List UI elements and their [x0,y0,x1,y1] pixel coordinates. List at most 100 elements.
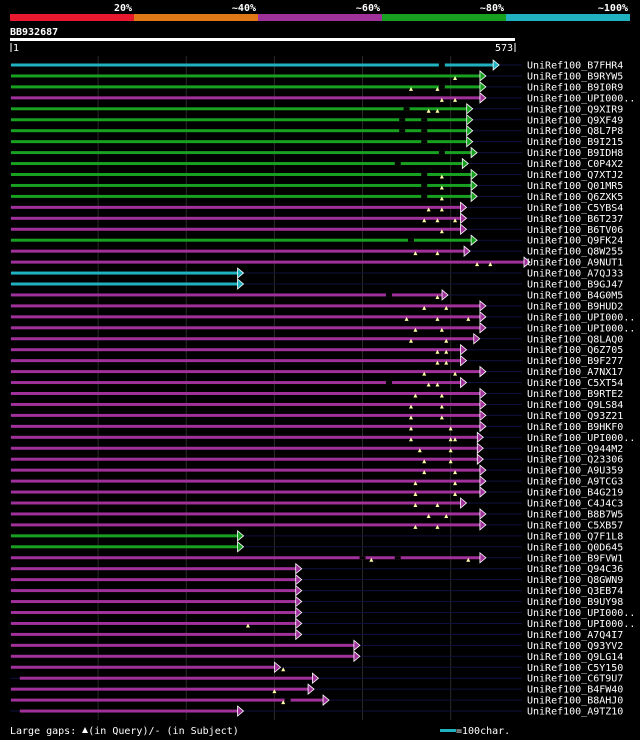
query-gap-marker [453,437,458,442]
hit-row: UniRef100_C5Y150 [10,661,623,674]
hit-row: UniRef100_B9RYW5 [10,70,623,82]
hit-label: UniRef100_A7Q4I7 [527,630,623,641]
hit-row: UniRef100_Q01MR5 [10,179,623,192]
hit-bar [11,359,461,363]
hit-label: UniRef100_B9IDH8 [527,148,623,159]
hit-end-arrow [295,562,303,575]
hit-bar [11,107,467,111]
query-gap-marker [435,316,440,321]
hit-end-arrow [479,91,487,104]
hit-label: UniRef100_Q6ZXK5 [527,192,623,203]
hit-bar [11,337,474,341]
hit-end-arrow [479,486,487,498]
hit-bar [11,402,480,406]
hit-row: UniRef100_Q0D645 [10,540,623,553]
hit-label: UniRef100_B9F277 [527,356,623,367]
query-gap-marker [444,360,449,365]
hit-end-arrow [460,223,468,236]
hit-bar [11,129,467,133]
hit-bar [11,589,296,593]
hit-bar [11,348,461,352]
scale-legend: =100char. [440,726,510,737]
hit-end-arrow [312,672,320,685]
identity-scale-tick-label: 20% [114,3,132,14]
hit-end-arrow [479,409,487,422]
hit-row: UniRef100_Q9XF49 [10,113,623,126]
query-gap-marker [453,371,458,376]
hit-row: UniRef100_Q3EB74 [10,584,623,597]
hit-label: UniRef100_UPI000.. [527,619,635,630]
query-gap-marker [426,513,431,518]
identity-scale-tick-label: ~100% [598,3,628,14]
hit-label: UniRef100_C5Y150 [527,663,623,674]
query-gap-marker [435,86,440,91]
legend-scale-label: =100char. [456,726,511,737]
hit-end-arrow [479,70,487,82]
query-gap-marker [488,262,493,267]
hit-end-arrow [466,124,474,137]
query-gap-marker [448,448,453,453]
query-gap-marker [435,218,440,223]
hit-row: UniRef100_C5XB57 [10,519,623,531]
hit-label: UniRef100_B9I0R9 [527,82,623,93]
grid-lines [97,56,452,720]
query-gap-marker [413,492,418,497]
hit-bar [11,534,238,538]
query-gap-marker [453,481,458,486]
hit-label: UniRef100_B7FHR4 [527,61,623,72]
hit-row: UniRef100_Q9LS84 [10,398,623,411]
query-gap-marker [435,108,440,113]
hit-bar [11,600,296,604]
hit-row: UniRef100_UPI000.. [10,321,635,334]
hit-bar [11,194,472,198]
hit-end-arrow [479,310,487,323]
hit-bar [11,315,480,319]
hit-row: UniRef100_C5XT54 [10,376,623,389]
hit-end-arrow [466,102,474,115]
query-gap-marker [281,700,286,705]
hit-row: UniRef100_A9TCG3 [10,475,623,488]
hit-bar [11,665,275,669]
hit-row: UniRef100_B6TV06 [10,223,623,236]
query-gap-marker [409,404,414,409]
identity-scale-segment [258,14,382,21]
hit-row: UniRef100_B4FW40 [10,683,623,696]
query-gap-marker [453,492,458,497]
hit-bar [11,611,296,614]
hit-bar [11,413,480,417]
query-gap-marker [439,415,444,420]
hit-end-arrow [237,529,245,542]
hit-label: UniRef100_B9FVW1 [527,553,623,564]
query-gap-marker [245,623,250,628]
hit-end-arrow [307,683,315,696]
query-gap-marker [453,97,458,102]
hit-label: UniRef100_UPI000.. [527,323,635,334]
hit-row: UniRef100_B9I0R9 [10,81,623,93]
hit-end-arrow [479,81,487,93]
hit-bar [11,96,480,100]
hit-row: UniRef100_B8AHJ0 [10,694,623,707]
hit-end-arrow [237,540,245,553]
hit-row: UniRef100_A9NUT1 [10,256,623,269]
alignment-chart: 20% ~40% ~60% ~80% ~100% BB932687 1 573 UniRef… [10,3,635,720]
hit-row: UniRef100_B4G0M5 [10,289,623,301]
query-gap-marker [409,426,414,431]
query-gap-marker [435,524,440,529]
query-gap-marker [475,262,480,267]
hit-end-arrow [460,354,468,367]
hit-end-arrow [237,705,245,717]
hit-bar [11,304,480,308]
hit-label: UniRef100_B9RYW5 [527,71,623,82]
hit-end-arrow [470,168,478,181]
query-gap-marker [413,393,418,398]
hit-label: UniRef100_UPI000.. [527,312,635,323]
query-gap-marker [413,503,418,507]
hit-end-arrow [466,135,474,148]
hit-row: UniRef100_Q6Z705 [10,343,623,356]
hit-bar [11,621,296,625]
hit-end-arrow [461,157,469,170]
query-gap-marker [435,349,440,354]
query-ruler: BB932687 1 573 [10,27,516,54]
query-gap-marker [422,305,427,310]
hit-label: UniRef100_Q0D645 [527,542,623,553]
